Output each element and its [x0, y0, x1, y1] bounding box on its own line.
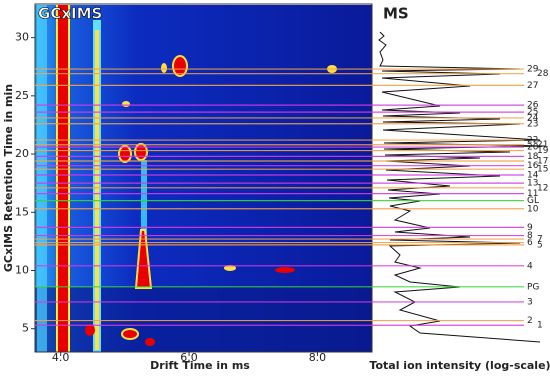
heatmap-peak — [224, 265, 236, 271]
peak-label: 29 — [527, 65, 539, 75]
heatmap-peak — [85, 324, 95, 336]
heatmap-peak — [172, 55, 188, 77]
peak-label: 7 — [537, 235, 543, 245]
peak-label: 11 — [527, 189, 538, 199]
peak-label: 9 — [527, 223, 533, 233]
side-x-axis-label: Total ion intensity (log-scale) — [369, 359, 550, 372]
peak-label: 26 — [527, 101, 539, 111]
peak-label: 2 — [527, 316, 533, 326]
peak-label: 13 — [527, 179, 538, 189]
ms-trace — [378, 31, 546, 343]
heatmap-band — [58, 5, 68, 352]
peak-label: 4 — [527, 261, 533, 271]
peak-label: 6 — [527, 238, 533, 248]
peak-label: GL — [527, 196, 539, 206]
heatmap — [34, 3, 373, 353]
x-tick-label: 8.0 — [309, 351, 327, 364]
peak-label: 24 — [527, 113, 539, 123]
peak-label: 19 — [537, 146, 549, 156]
y-tick-label: 5 — [22, 322, 29, 335]
peak-label: 10 — [527, 204, 539, 214]
heatmap-peak — [145, 338, 155, 346]
x-tick-label: 4.0 — [52, 351, 70, 364]
y-tick-label: 10 — [15, 263, 29, 276]
y-tick-label: 15 — [15, 205, 29, 218]
y-tick-label: 30 — [15, 31, 29, 44]
heatmap-frame — [34, 3, 373, 353]
peak-label: 5 — [537, 240, 543, 250]
side-title: MS — [383, 5, 409, 23]
heatmap-peak — [118, 145, 132, 163]
heatmap-peak — [275, 267, 295, 273]
heatmap-peak — [161, 63, 167, 73]
heatmap-band — [141, 160, 147, 240]
peak-label: 14 — [527, 171, 539, 181]
heatmap-region — [35, 287, 372, 352]
heatmap-peak — [122, 101, 130, 107]
peak-label: 27 — [527, 81, 538, 91]
peak-label: 12 — [537, 183, 548, 193]
peak-label: 8 — [527, 231, 533, 241]
peak-label: 23 — [527, 119, 538, 129]
peak-label: PG — [527, 282, 539, 292]
peak-label: 20 — [527, 143, 539, 153]
heatmap-peak — [134, 143, 148, 161]
heatmap-band — [95, 30, 99, 350]
y-axis-label: GCxIMS Retention Time in min — [2, 84, 15, 272]
peak-label: 15 — [537, 165, 548, 175]
peak-label: 17 — [537, 157, 548, 167]
y-tick-label: 25 — [15, 89, 29, 102]
peak-label: 1 — [537, 321, 543, 331]
peak-label: 3 — [527, 297, 533, 307]
peak-label: 18 — [527, 152, 539, 162]
x-tick-label: 6.0 — [180, 351, 198, 364]
peak-label: 22 — [527, 136, 538, 146]
heatmap-peak — [121, 328, 139, 340]
chart-title: GCxIMS — [38, 5, 102, 23]
peak-label: 21 — [537, 140, 548, 150]
peak-label: 16 — [527, 161, 539, 171]
y-tick-label: 20 — [15, 147, 29, 160]
x-axis-label: Drift Time in ms — [150, 359, 250, 372]
heatmap-band — [37, 5, 47, 352]
peak-label: 28 — [537, 69, 549, 79]
peak-label: 25 — [527, 108, 538, 118]
